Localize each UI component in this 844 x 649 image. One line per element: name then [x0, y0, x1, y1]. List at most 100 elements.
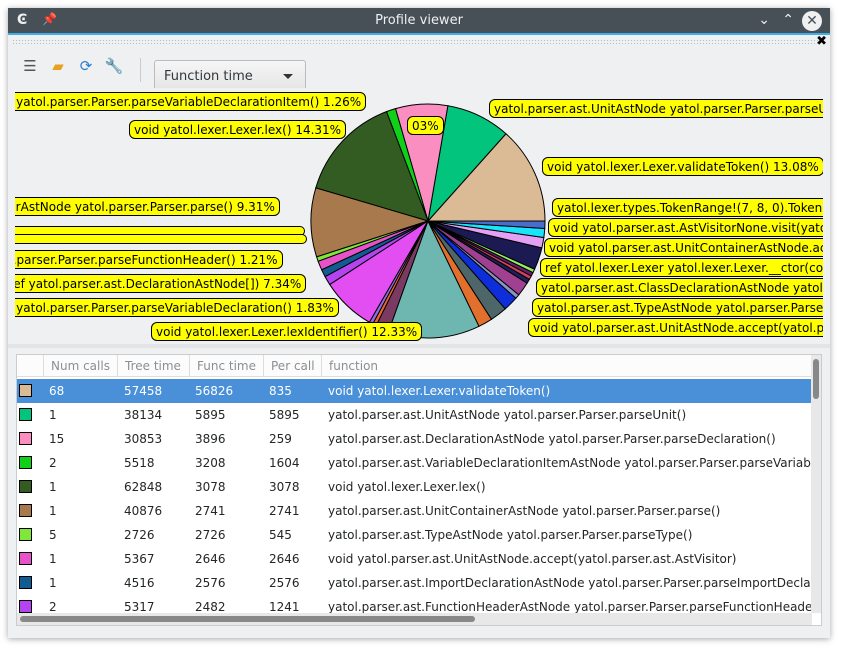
table-row[interactable]: 1 5367 2646 2646 void yatol.parser.ast.UnitA…: [17, 547, 812, 571]
title-bar: Ͼ 📌 Profile viewer ⌄ ⌃ ✕: [8, 8, 830, 35]
pie-label-stack: [15, 234, 307, 244]
pie-label: void yatol.parser.ast.UnitContainerAstNo…: [544, 238, 823, 257]
document-icon[interactable]: ☰: [23, 57, 37, 75]
table-row[interactable]: 5 2726 2726 545 yatol.parser.ast.TypeAstNode…: [17, 523, 812, 547]
tree-time-cell: 4516: [124, 576, 155, 590]
num-calls-cell: 1: [49, 576, 57, 590]
func-time-cell: 3896: [195, 432, 226, 446]
func-time-cell: 3078: [195, 480, 226, 494]
per-call-cell: 259: [269, 432, 292, 446]
per-call-cell: 2741: [269, 504, 300, 518]
pie-label: yatol.parser.ast.TypeAstNode yatol.parse…: [532, 298, 823, 317]
func-time-cell: 2741: [195, 504, 226, 518]
color-swatch: [19, 576, 32, 589]
cyclone-app-icon[interactable]: Ͼ: [17, 12, 28, 28]
column-header-tree-time[interactable]: Tree time: [117, 355, 189, 377]
function-cell: yatol.parser.ast.FunctionHeaderAstNode y…: [328, 600, 818, 614]
color-swatch: [19, 432, 32, 445]
refresh-icon[interactable]: ⟳: [79, 57, 93, 75]
color-swatch: [19, 408, 32, 421]
tree-time-cell: 38134: [124, 408, 163, 422]
pie-label: ainerAstNode yatol.parser.Parser.parse()…: [15, 197, 280, 216]
tree-time-cell: 2726: [124, 528, 155, 542]
table-row[interactable]: 1 62848 3078 3078 void yatol.lexer.Lexer.lex…: [17, 475, 812, 499]
pie-label: yatol.parser.ast.ClassDeclarationAstNode…: [536, 278, 823, 297]
tree-time-cell: 5317: [124, 600, 155, 614]
pie-label: yatol.lexer.types.TokenRange!(7, 8, 0).T…: [552, 198, 823, 217]
per-call-cell: 3078: [269, 480, 300, 494]
per-call-cell: 1241: [269, 600, 300, 614]
chevron-up-icon[interactable]: ⌃: [782, 12, 794, 28]
function-cell: void yatol.parser.ast.UnitAstNode.accept…: [328, 552, 737, 566]
table-row[interactable]: 15 30853 3896 259 yatol.parser.ast.Declarati…: [17, 427, 812, 451]
pie-label: atol.parser.Parser.parseFunctionHeader()…: [15, 250, 283, 269]
pie-label: ref yatol.lexer.Lexer yatol.lexer.Lexer.…: [540, 258, 823, 277]
pie-label: void yatol.lexer.Lexer.lex() 14.31%: [129, 120, 347, 139]
column-header-num-calls[interactable]: Num calls: [43, 355, 117, 377]
pin-icon[interactable]: 📌: [42, 12, 57, 26]
close-icon[interactable]: ✕: [802, 11, 822, 31]
horizontal-scrollbar[interactable]: [17, 613, 812, 625]
per-call-cell: 2646: [269, 552, 300, 566]
pie-label: ns(ref yatol.parser.ast.DeclarationAstNo…: [15, 274, 307, 293]
pie-label: 03%: [407, 116, 444, 135]
color-swatch: [19, 480, 32, 493]
pie-label: void yatol.parser.ast.AstVisitorNone.vis…: [548, 218, 823, 237]
toolbar-separator: [140, 58, 141, 82]
function-cell: void yatol.lexer.Lexer.lex(): [328, 480, 486, 494]
table-row[interactable]: 2 5317 2482 1241 yatol.parser.ast.FunctionHe…: [17, 595, 817, 619]
tree-time-cell: 57458: [124, 384, 163, 398]
splitter-handle[interactable]: [8, 344, 830, 348]
pie-label: void yatol.parser.ast.UnitAstNode.accept…: [528, 318, 823, 337]
tree-time-cell: 5518: [124, 456, 155, 470]
pie-slice[interactable]: [426, 133, 546, 222]
column-header-per-call[interactable]: Per call: [263, 355, 321, 377]
func-time-cell: 2576: [195, 576, 226, 590]
num-calls-cell: 68: [49, 384, 65, 398]
pie-label: ode yatol.parser.Parser.parseVariableDec…: [15, 92, 367, 111]
column-header-func-time[interactable]: Func time: [189, 355, 263, 377]
per-call-cell: 835: [269, 384, 292, 398]
pie-chart: [310, 103, 546, 339]
folder-open-icon[interactable]: ▰: [52, 57, 64, 75]
func-time-cell: 2646: [195, 552, 226, 566]
func-time-cell: 56826: [195, 384, 234, 398]
horizontal-scrollbar-thumb[interactable]: [20, 616, 475, 622]
color-swatch: [19, 600, 32, 613]
dock-close-button[interactable]: ✖: [816, 34, 827, 49]
tree-time-cell: 5367: [124, 552, 155, 566]
vertical-scrollbar[interactable]: [811, 355, 821, 613]
wrench-icon[interactable]: 🔧: [104, 57, 124, 75]
pie-slice[interactable]: [315, 110, 429, 222]
pie-chart-area: ode yatol.parser.Parser.parseVariableDec…: [15, 86, 823, 342]
pie-slice[interactable]: [427, 220, 546, 230]
per-call-cell: 5895: [269, 408, 300, 422]
dock-handle[interactable]: [12, 39, 818, 45]
num-calls-cell: 1: [49, 504, 57, 518]
function-cell: yatol.parser.ast.ImportDeclarationAstNod…: [328, 576, 822, 590]
function-cell: yatol.parser.ast.UnitAstNode yatol.parse…: [328, 408, 687, 422]
table-row[interactable]: 68 57458 56826 835 void yatol.lexer.Lexer.va…: [17, 379, 812, 403]
column-header-color[interactable]: [17, 355, 43, 377]
num-calls-cell: 1: [49, 480, 57, 494]
function-cell: void yatol.lexer.Lexer.validateToken(): [328, 384, 551, 398]
function-cell: yatol.parser.ast.TypeAstNode yatol.parse…: [328, 528, 693, 542]
pie-label: void yatol.lexer.Lexer.validateToken() 1…: [542, 157, 823, 176]
color-swatch: [19, 528, 32, 541]
func-time-cell: 2726: [195, 528, 226, 542]
metric-combo[interactable]: Function time: [154, 60, 306, 88]
table-row[interactable]: 2 5518 3208 1604 yatol.parser.ast.VariableDe…: [17, 451, 821, 475]
per-call-cell: 545: [269, 528, 292, 542]
profile-table: Num calls Tree time Func time Per call f…: [16, 354, 822, 626]
function-cell: yatol.parser.ast.UnitContainerAstNode ya…: [328, 504, 721, 518]
table-header: Num calls Tree time Func time Per call f…: [17, 355, 812, 377]
table-row[interactable]: 1 38134 5895 5895 yatol.parser.ast.UnitAstNo…: [17, 403, 812, 427]
chevron-down-icon[interactable]: ⌄: [758, 12, 770, 28]
table-row[interactable]: 1 4516 2576 2576 yatol.parser.ast.ImportDecl…: [17, 571, 821, 595]
column-header-function[interactable]: function: [321, 355, 812, 377]
table-row[interactable]: 1 40876 2741 2741 yatol.parser.ast.UnitConta…: [17, 499, 812, 523]
vertical-scrollbar-thumb[interactable]: [813, 359, 819, 399]
window-title: Profile viewer: [375, 13, 463, 28]
num-calls-cell: 1: [49, 552, 57, 566]
tree-time-cell: 30853: [124, 432, 163, 446]
